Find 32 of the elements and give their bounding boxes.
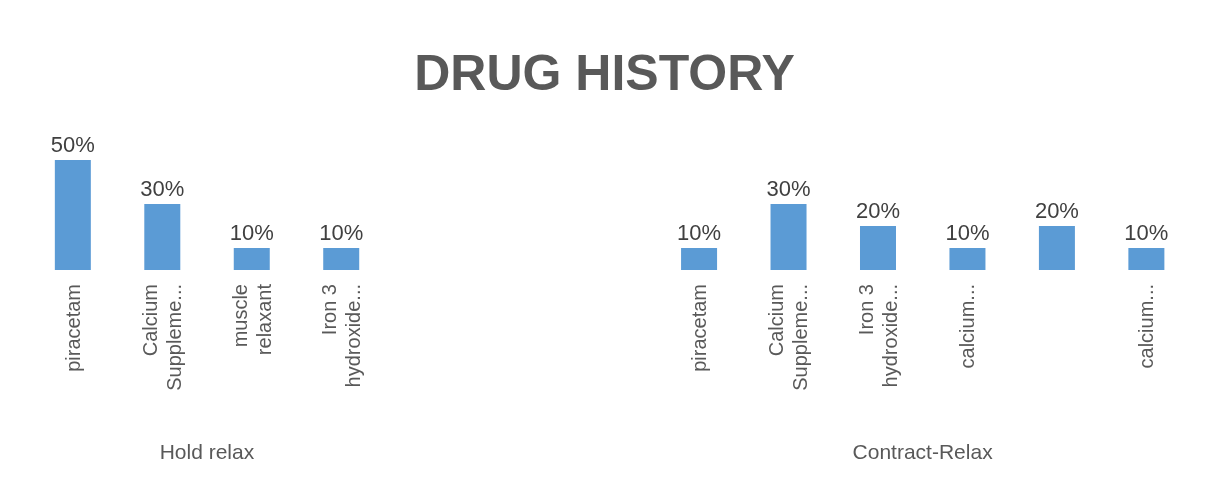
x-tick-label: Iron 3 hydroxide...	[854, 284, 901, 388]
x-tick-label: muscle relaxant	[228, 283, 275, 356]
x-tick-label: calcium...	[1135, 284, 1158, 369]
bar	[1128, 248, 1165, 270]
data-label: 30%	[766, 176, 811, 201]
bar	[323, 248, 360, 270]
data-label: 30%	[140, 176, 185, 201]
data-label: 10%	[945, 220, 990, 245]
bar	[859, 226, 896, 270]
bar	[54, 160, 91, 270]
data-label: 50%	[50, 132, 95, 157]
x-tick-label: Iron 3 hydroxide...	[318, 284, 365, 388]
x-tick-label: calcium...	[956, 284, 979, 369]
chart-title: DRUG HISTORY	[413, 44, 796, 103]
data-label: 20%	[855, 198, 901, 223]
x-tick-label: piracetam	[61, 284, 84, 372]
bar	[1038, 226, 1075, 270]
data-label: 10%	[677, 220, 722, 245]
data-label: 10%	[319, 220, 364, 245]
x-tick-label: Calcium Suppleme...	[139, 284, 186, 391]
data-label: 20%	[1034, 198, 1079, 223]
data-label: 10%	[229, 220, 274, 245]
bar	[233, 248, 270, 270]
bar	[681, 248, 718, 270]
x-tick-label: piracetam	[687, 284, 710, 372]
text: Hold relax	[158, 440, 256, 464]
x-tick-label: Calcium Suppleme...	[765, 284, 812, 391]
bar	[144, 204, 181, 270]
bar	[770, 204, 807, 270]
text: Contract-Relax	[851, 440, 994, 464]
bar	[949, 248, 986, 270]
data-label: 10%	[1124, 220, 1169, 245]
